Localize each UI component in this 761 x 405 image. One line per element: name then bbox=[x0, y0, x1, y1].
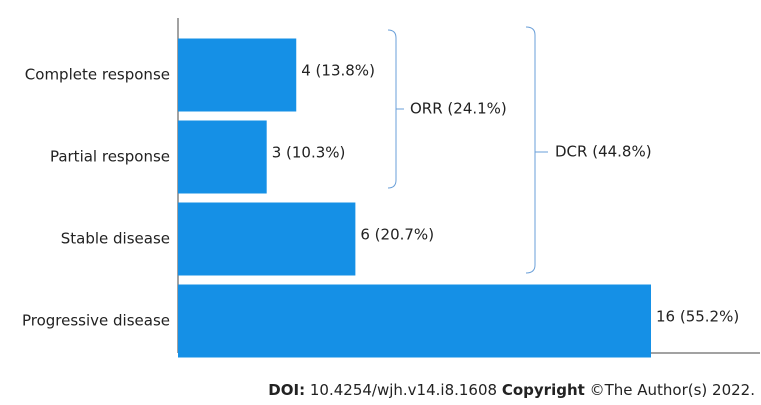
y-tick-label: Complete response bbox=[25, 66, 170, 84]
bar bbox=[178, 284, 651, 358]
doi: 10.4254/wjh.v14.i8.1608 bbox=[310, 381, 497, 399]
bar bbox=[178, 120, 267, 194]
y-tick-label: Partial response bbox=[50, 148, 170, 166]
bar bbox=[178, 38, 297, 112]
value-label: 4 (13.8%) bbox=[301, 62, 375, 80]
doi-label: DOI: bbox=[268, 381, 305, 399]
bar bbox=[178, 202, 356, 276]
y-tick-label: Progressive disease bbox=[22, 312, 170, 330]
dcr-bracket bbox=[525, 26, 536, 274]
annotation: ORR (24.1%) bbox=[410, 100, 507, 118]
orr-bracket bbox=[387, 29, 397, 189]
value-label: 6 (20.7%) bbox=[360, 226, 434, 244]
copyright: ©The Author(s) 2022. bbox=[590, 381, 755, 399]
copyright-label: Copyright bbox=[502, 381, 585, 399]
y-tick-label: Stable disease bbox=[61, 230, 170, 248]
footer: DOI: 10.4254/wjh.v14.i8.1608 Copyright ©… bbox=[268, 381, 755, 399]
value-label: 3 (10.3%) bbox=[272, 144, 346, 162]
annotation: DCR (44.8%) bbox=[555, 143, 652, 161]
value-label: 16 (55.2%) bbox=[656, 308, 739, 326]
